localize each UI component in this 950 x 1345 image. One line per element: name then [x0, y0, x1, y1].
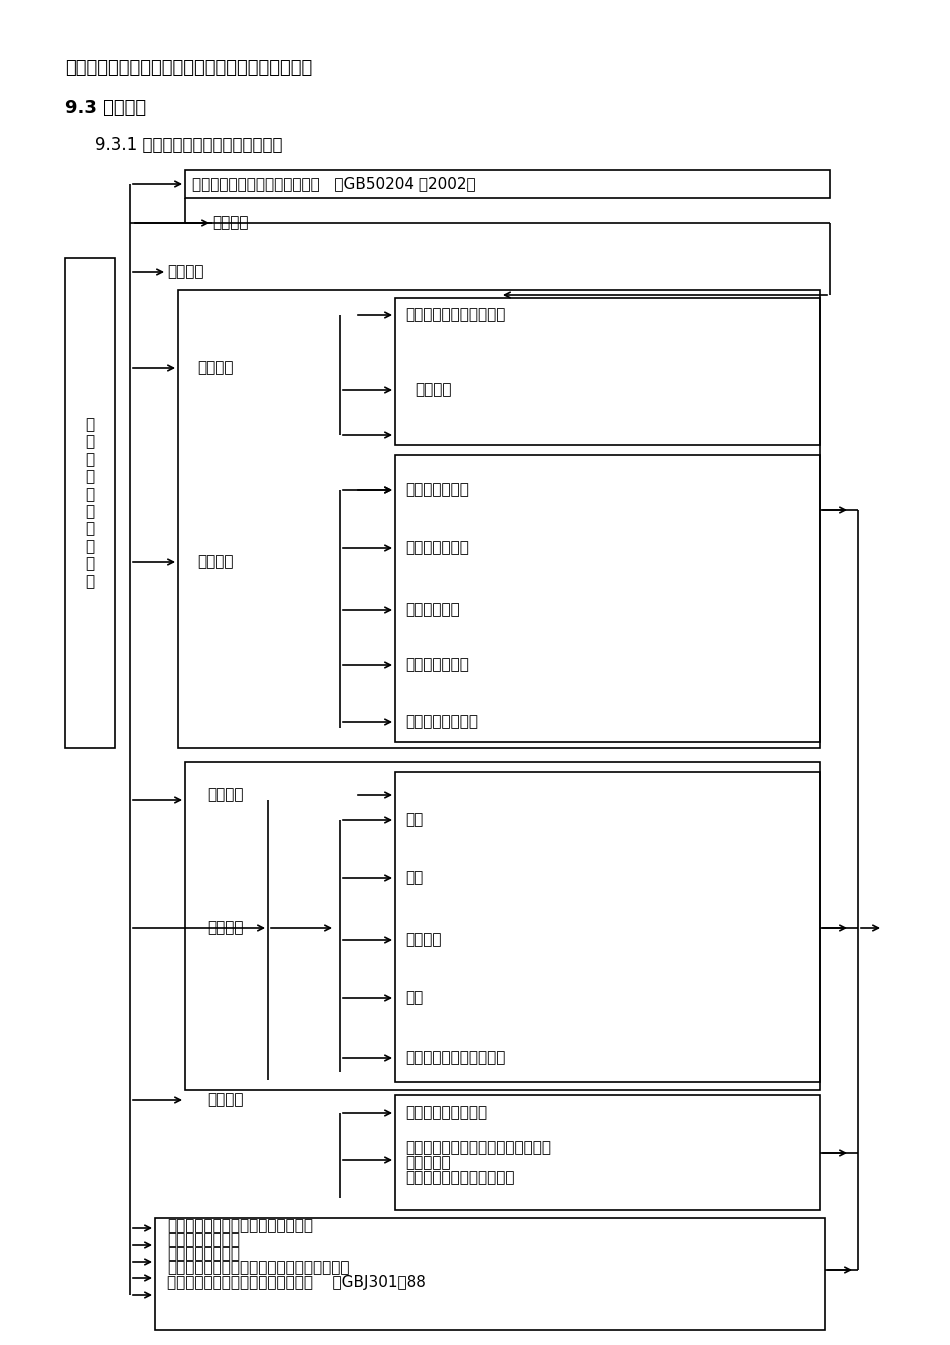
Text: 前
期
工
作
施
工
验
收
验
收: 前 期 工 作 施 工 验 收 验 收 — [86, 417, 95, 589]
Text: 钢筋组装: 钢筋组装 — [207, 1092, 243, 1107]
Text: 《砼结构工程施工及验收规范》   （GB50204 －2002）: 《砼结构工程施工及验收规范》 （GB50204 －2002） — [192, 176, 476, 191]
Bar — [185, 763, 820, 1089]
Text: 钢筋配料及下料: 钢筋配料及下料 — [405, 541, 469, 555]
Bar — [185, 169, 830, 198]
Text: 箍筋成型: 箍筋成型 — [405, 932, 442, 947]
Text: 技术交底: 技术交底 — [167, 265, 203, 280]
Bar — [395, 1095, 820, 1210]
Text: 钢筋、钢板的材质合格证和试验报告: 钢筋、钢板的材质合格证和试验报告 — [167, 1219, 313, 1233]
Bar — [395, 299, 820, 445]
Text: 弯曲: 弯曲 — [405, 812, 424, 827]
Text: 钢筋结构形体的几何尺寸: 钢筋结构形体的几何尺寸 — [405, 1050, 505, 1065]
Text: 理，经监理验收合格后，方可进行下道工序的施工。: 理，经监理验收合格后，方可进行下道工序的施工。 — [65, 59, 313, 77]
Bar — [178, 291, 820, 748]
Text: 弯起: 弯起 — [405, 990, 424, 1006]
Text: 焊条烘焙: 焊条烘焙 — [415, 382, 451, 398]
Text: 钢筋制作: 钢筋制作 — [207, 920, 243, 936]
Text: 弯钩: 弯钩 — [405, 870, 424, 885]
Text: 模板验收合格: 模板验收合格 — [405, 603, 460, 617]
Text: 隐蔽工程验收记录: 隐蔽工程验收记录 — [167, 1247, 240, 1262]
Text: 保护层垫块的设置（绑扎）: 保护层垫块的设置（绑扎） — [405, 1170, 515, 1185]
Text: 绑扎、安装: 绑扎、安装 — [405, 1155, 450, 1170]
Text: 焊接试件试验合格: 焊接试件试验合格 — [405, 714, 478, 729]
Text: 钢筋调直、除锈: 钢筋调直、除锈 — [405, 483, 469, 498]
Text: 材料准备: 材料准备 — [197, 360, 234, 375]
Text: 9.3.1 钢筋工程施工工艺流程控制程序: 9.3.1 钢筋工程施工工艺流程控制程序 — [95, 136, 282, 153]
Text: 钢筋安装，配置钢筋的级别、直径、根数和间: 钢筋安装，配置钢筋的级别、直径、根数和间 — [167, 1260, 350, 1275]
Text: 钢筋、钢板、焊条、焊剂: 钢筋、钢板、焊条、焊剂 — [405, 308, 505, 323]
Text: 施工图纸: 施工图纸 — [212, 215, 249, 230]
Bar — [395, 455, 820, 742]
Text: 焊接，根据《钢筋焊接及验收规程》: 焊接，根据《钢筋焊接及验收规程》 — [405, 1141, 551, 1155]
Text: 9.3 钢筋工程: 9.3 钢筋工程 — [65, 100, 146, 117]
Text: 保护层垫块制作: 保护层垫块制作 — [405, 658, 469, 672]
Bar — [395, 772, 820, 1081]
Text: 作业条件: 作业条件 — [197, 554, 234, 569]
Bar — [65, 258, 115, 748]
Text: 根据《建筑工程质量检验评定标准》    （GBJ301－88: 根据《建筑工程质量检验评定标准》 （GBJ301－88 — [167, 1275, 426, 1290]
Bar — [155, 1219, 825, 1330]
Text: 钢筋下料: 钢筋下料 — [207, 788, 243, 803]
Text: 预埋件的位置和标高: 预埋件的位置和标高 — [405, 1106, 487, 1120]
Text: 焊件试件试验报告: 焊件试件试验报告 — [167, 1232, 240, 1248]
